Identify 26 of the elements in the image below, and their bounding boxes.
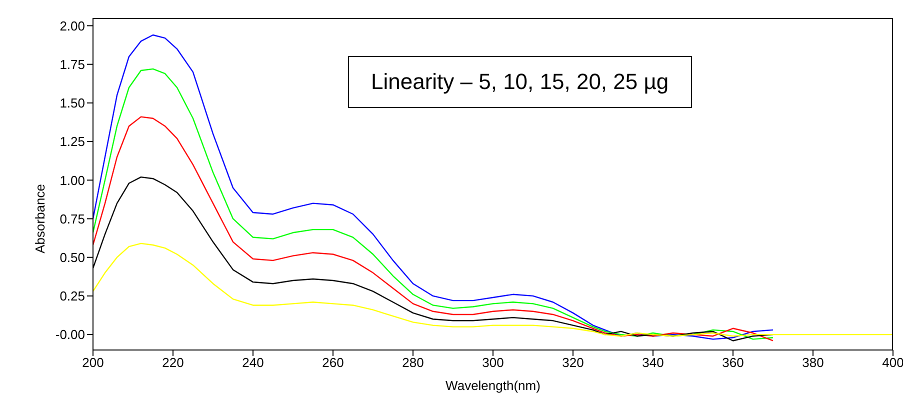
x-tick-label: 220 [162, 355, 184, 370]
y-tick-label: 1.75 [60, 56, 85, 72]
y-tick-label: 1.25 [60, 134, 85, 150]
x-tick-label: 360 [722, 355, 744, 370]
x-tick-label: 280 [402, 355, 424, 370]
x-axis-title: Wavelength(nm) [446, 378, 540, 393]
line-series [93, 242, 893, 337]
y-tick-label: 2.00 [60, 18, 85, 34]
x-tick-label: 320 [562, 355, 584, 370]
y-tick-label: 0.50 [60, 250, 85, 265]
y-tick-label: -0.00 [55, 327, 85, 342]
x-tick-label: 400 [882, 355, 904, 370]
line-series [93, 116, 774, 342]
y-tick-label: 0.25 [60, 288, 85, 304]
y-tick-label: 0.75 [60, 211, 85, 226]
x-tick-label: 380 [802, 355, 824, 370]
note-box: Linearity – 5, 10, 15, 20, 25 µg [348, 56, 692, 108]
y-tick-label: 1.50 [60, 96, 85, 111]
y-axis-title: Absorbance [32, 184, 48, 254]
x-tick-label: 260 [322, 355, 344, 370]
annotation: Linearity – 5, 10, 15, 20, 25 µg [371, 69, 669, 94]
x-tick-label: 340 [642, 355, 664, 370]
y-tick-label: 1.00 [60, 172, 85, 188]
x-tick-label: 200 [82, 355, 104, 370]
x-tick-label: 240 [242, 355, 264, 370]
x-tick-label: 300 [482, 355, 504, 370]
